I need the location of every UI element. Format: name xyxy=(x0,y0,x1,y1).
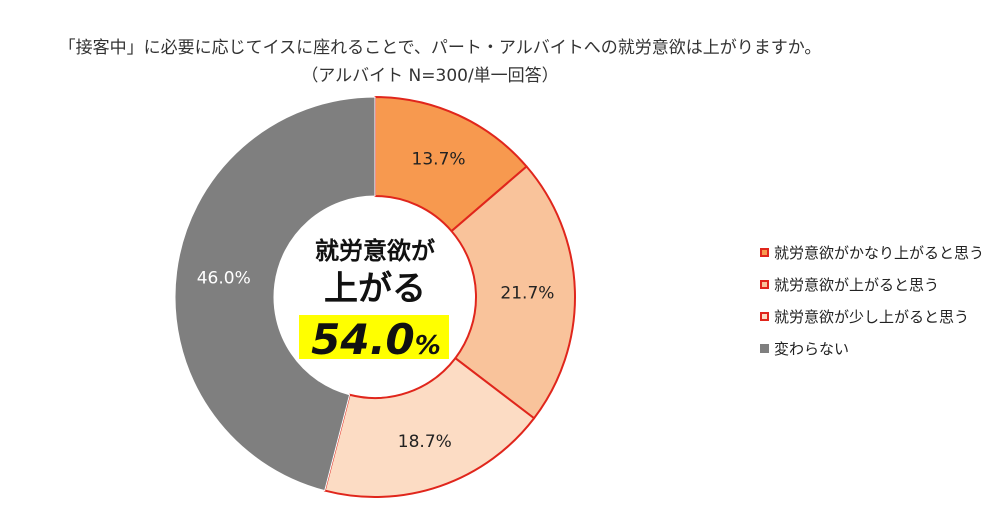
legend-item-4: 変わらない xyxy=(760,332,984,364)
legend-item-3: 就労意欲が少し上がると思う xyxy=(760,300,984,332)
center-value: 54.0% xyxy=(311,315,441,364)
slice-label-2: 21.7% xyxy=(500,283,554,303)
slice-label-3: 18.7% xyxy=(398,432,452,452)
legend-label-3: 就労意欲が少し上がると思う xyxy=(774,307,970,326)
center-highlight xyxy=(299,315,449,359)
chart-title: 「接客中」に必要に応じてイスに座れることで、パート・アルバイトへの就労意欲は上が… xyxy=(58,38,822,58)
legend-label-4: 変わらない xyxy=(774,339,850,358)
legend-item-2: 就労意欲が上がると思う xyxy=(760,268,984,300)
donut-slice-3 xyxy=(323,357,536,498)
slice-label-1: 13.7% xyxy=(412,149,466,169)
chart-legend: 就労意欲がかなり上がると思う 就労意欲が上がると思う就労意欲が少し上がると思う 変わ… xyxy=(760,236,984,364)
legend-label-1: 就労意欲がかなり上がると思う xyxy=(774,243,985,262)
legend-swatch-2 xyxy=(760,279,769,289)
donut-slice-4 xyxy=(174,96,376,492)
center-value-number: 54.0 xyxy=(311,315,415,364)
donut-slice-2 xyxy=(450,165,576,420)
center-label-line1: 就労意欲が xyxy=(315,237,435,265)
legend-item-1: 就労意欲がかなり上がると思う xyxy=(760,236,984,268)
legend-label-2: 就労意欲が上がると思う xyxy=(774,275,940,294)
legend-swatch-4 xyxy=(760,343,769,353)
slice-label-4: 46.0% xyxy=(197,269,251,289)
center-label-line2: 上がる xyxy=(324,269,426,309)
legend-swatch-1 xyxy=(760,247,769,257)
center-value-unit: % xyxy=(415,331,441,361)
legend-swatch-3 xyxy=(760,311,769,321)
chart-subtitle: （アルバイト N=300/単一回答） xyxy=(301,66,559,86)
